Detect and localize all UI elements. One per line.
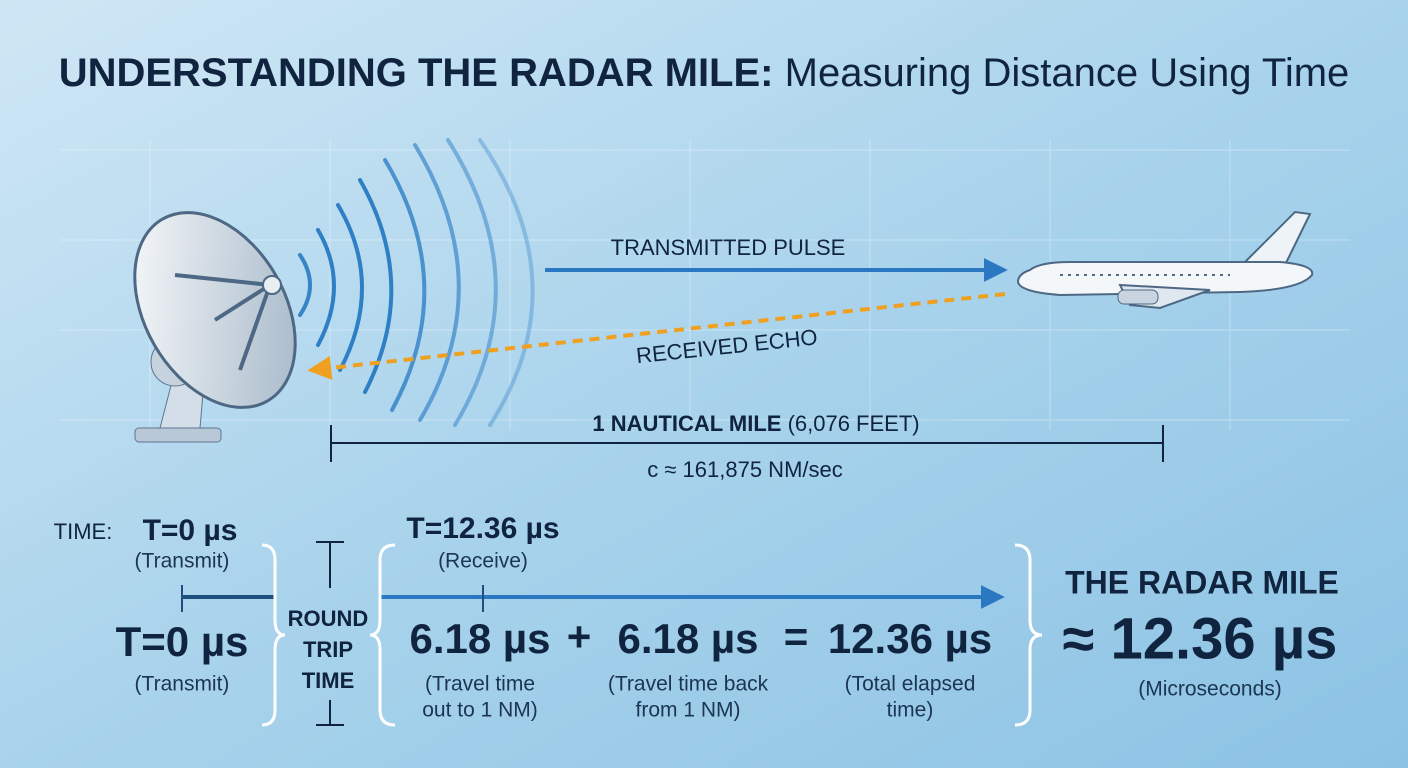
round-trip-label: TRIP <box>303 637 353 662</box>
echo-arrow <box>307 292 1006 380</box>
brackets <box>261 543 1043 727</box>
round-trip-label: ROUND <box>288 606 369 631</box>
term-note: (Total elapsed <box>845 673 976 696</box>
time-label: TIME: <box>54 519 113 544</box>
radio-waves <box>298 138 535 427</box>
operator: + <box>567 613 592 660</box>
term-note: from 1 NM) <box>636 699 741 722</box>
distance-label: 1 NAUTICAL MILE (6,076 FEET) <box>592 411 919 436</box>
timeline-ticks <box>181 585 484 612</box>
round-trip-label: TIME <box>302 668 355 693</box>
term-value: 6.18 µs <box>618 615 759 662</box>
distance-bold: 1 NAUTICAL MILE <box>592 411 781 436</box>
pulse-label: TRANSMITTED PULSE <box>611 235 846 260</box>
term-value: 12.36 µs <box>828 615 992 662</box>
distance-bar <box>330 425 1164 462</box>
speed-label: c ≈ 161,875 NM/sec <box>647 457 843 482</box>
term-note: out to 1 NM) <box>422 699 538 722</box>
title-bold: UNDERSTANDING THE RADAR MILE: <box>59 51 774 95</box>
calc-start-note: (Transmit) <box>135 673 230 696</box>
title-rest: Measuring Distance Using Time <box>785 51 1350 95</box>
start-time: T=0 µs <box>143 514 238 547</box>
term-value: 6.18 µs <box>410 615 551 662</box>
radar-dish <box>133 211 297 443</box>
result-title: THE RADAR MILE <box>1065 564 1339 600</box>
result-note: (Microseconds) <box>1138 678 1282 701</box>
title: UNDERSTANDING THE RADAR MILE: Measuring … <box>59 51 1350 95</box>
end-note: (Receive) <box>438 550 528 573</box>
start-note: (Transmit) <box>135 550 230 573</box>
calc-start-time: T=0 µs <box>116 618 249 665</box>
term-note: time) <box>887 699 934 722</box>
round-trip-marker <box>316 541 344 726</box>
term-note: (Travel time back <box>608 673 769 696</box>
airplane <box>1016 210 1314 310</box>
result-value: ≈ 12.36 µs <box>1063 606 1338 671</box>
end-time: T=12.36 µs <box>406 512 559 545</box>
distance-rest: (6,076 FEET) <box>788 411 920 436</box>
term-note: (Travel time <box>425 673 535 696</box>
operator: = <box>784 613 809 660</box>
